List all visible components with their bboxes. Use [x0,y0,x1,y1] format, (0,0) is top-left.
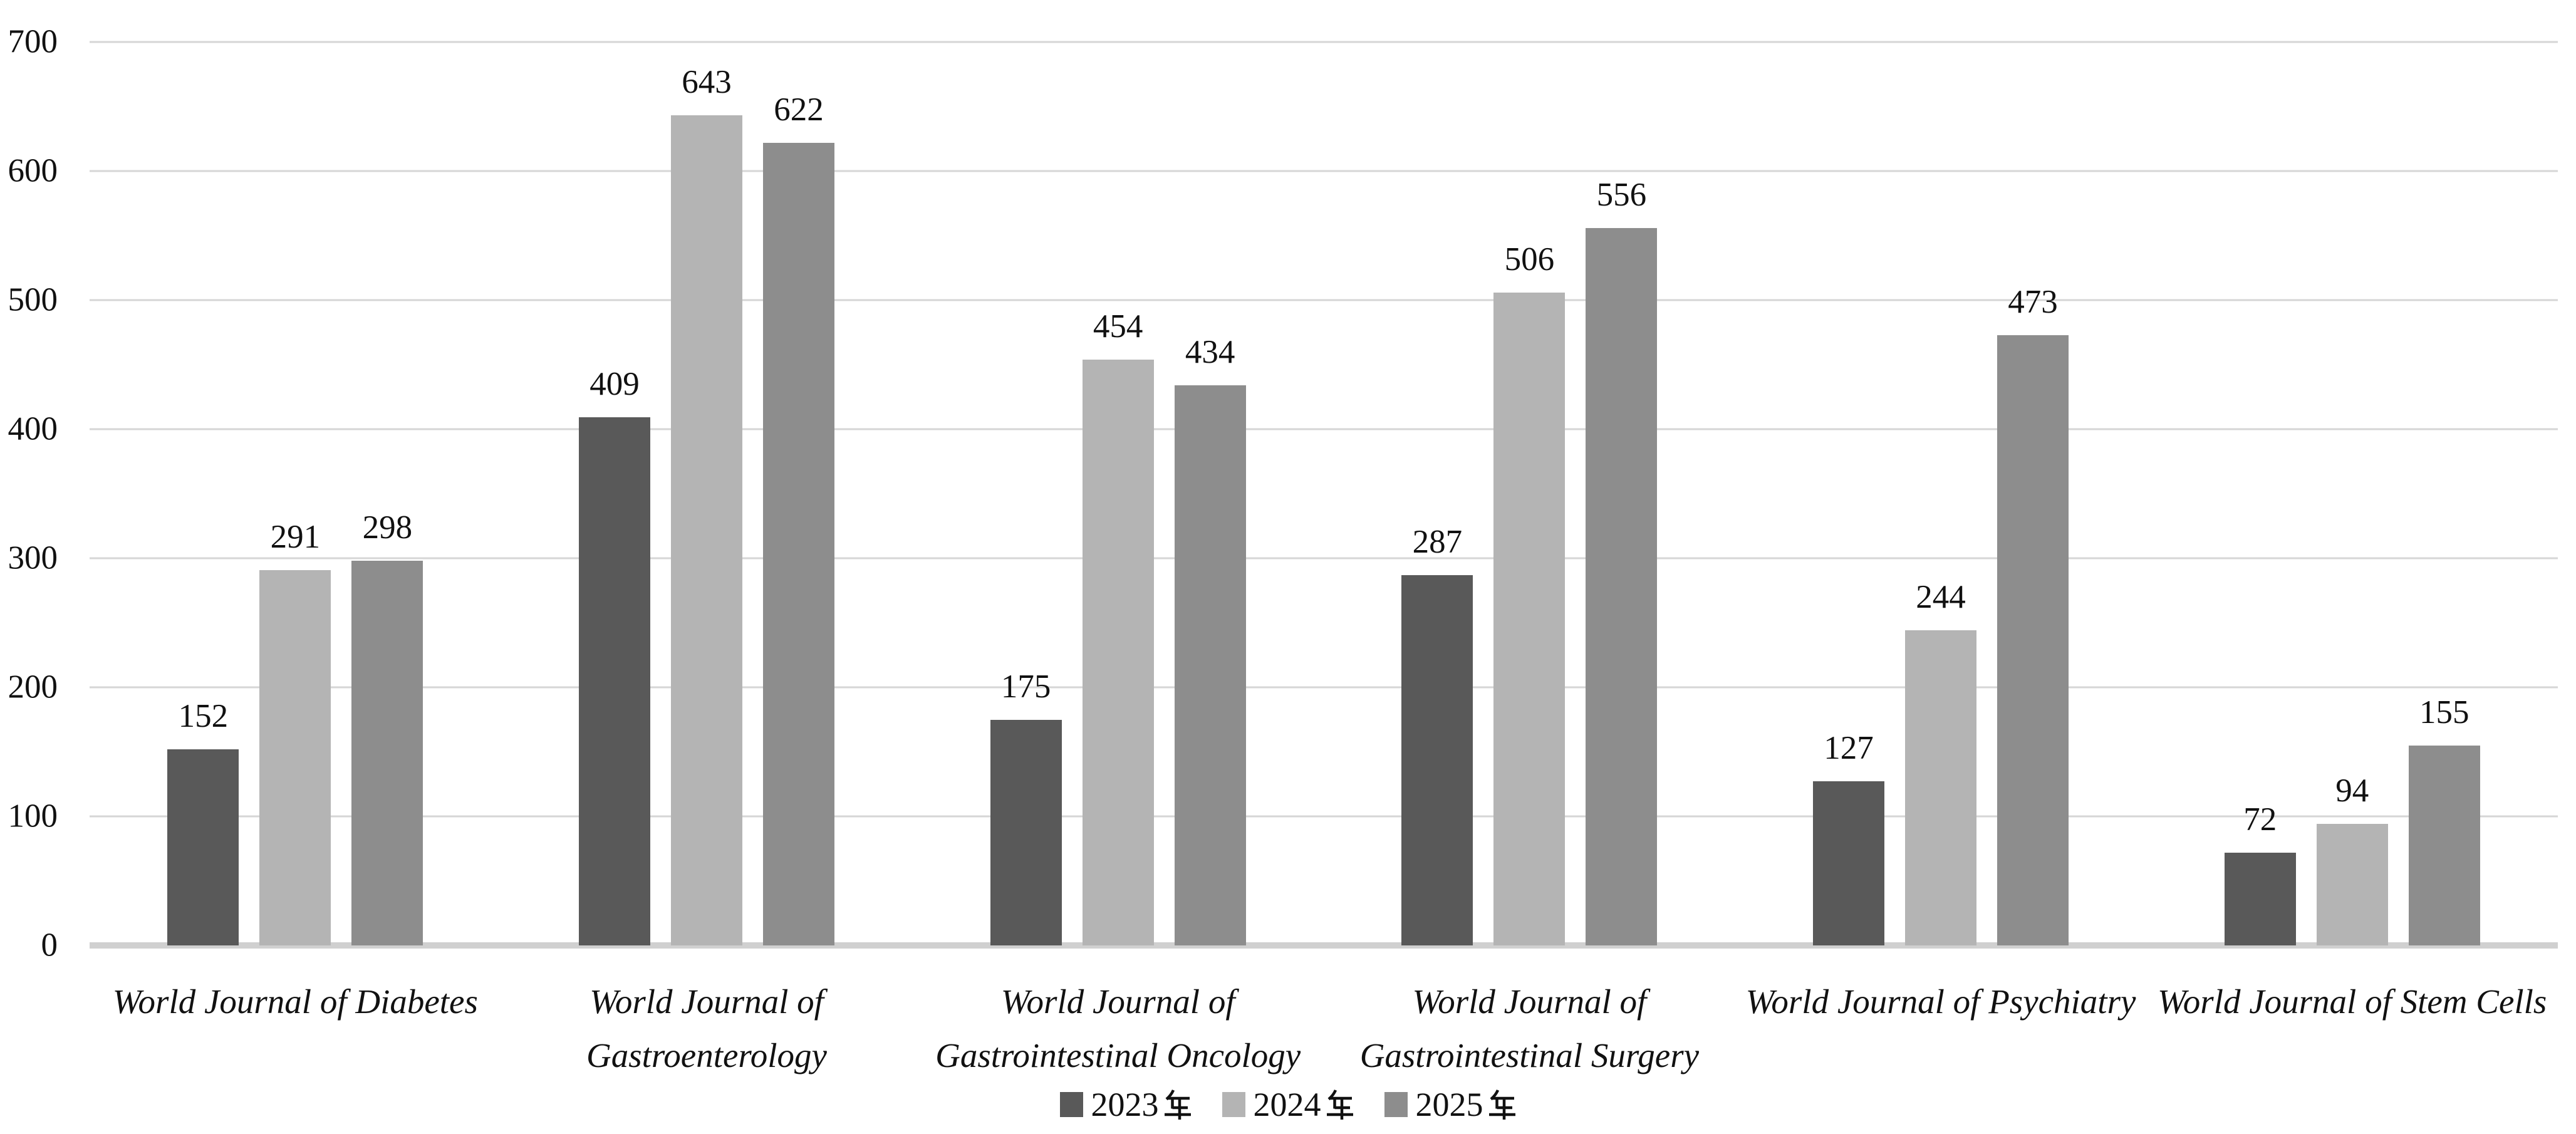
legend-label: 2023 [1091,1088,1192,1121]
x-axis-category-label-line: World Journal of Psychiatry [1745,982,2136,1021]
bar: 287 [1401,525,1473,945]
bar: 291 [259,520,331,945]
bar: 473 [1997,285,2069,945]
bar: 94 [2316,774,2388,945]
bar-value-label: 152 [178,697,229,734]
bar: 72 [2224,803,2296,945]
y-axis-tick-label: 100 [8,798,58,835]
x-axis-category-label: World Journal of Psychiatry [1735,975,2147,1083]
plot-area: 152 291 298 409 643 622 175 454 434 287 506 556 127 2… [90,41,2558,949]
bar: 155 [2408,695,2480,945]
gridline [90,170,2558,172]
x-axis-category-label: World Journal of Gastrointestinal Oncolog… [912,975,1324,1083]
y-axis-tick-label: 400 [8,410,58,447]
bar-value-label: 291 [270,518,321,555]
bar-value-label: 556 [1596,176,1647,213]
bar: 244 [1905,581,1977,945]
x-axis-line [90,942,2558,949]
year-kanji-glyph [1164,1090,1191,1120]
bar: 298 [351,511,423,945]
legend-item: 2025 [1384,1088,1517,1121]
bar-group: 287 506 556 [1324,42,1735,945]
x-axis-category-label-line: World Journal of Diabetes [112,982,478,1021]
legend-swatch [1059,1092,1083,1117]
bar: 434 [1174,335,1246,945]
legend-label: 2025 [1416,1088,1517,1121]
bar-value-label: 622 [774,91,824,128]
bar: 454 [1082,310,1154,945]
bar-value-label: 473 [2008,283,2058,320]
bar-value-label: 72 [2243,801,2277,838]
bar: 152 [167,699,239,945]
x-axis-category-label: World Journal of Gastrointestinal Surgery [1324,975,1735,1083]
bar-value-label: 454 [1093,308,1143,345]
gridline [90,557,2558,559]
bar-value-label: 127 [1824,730,1874,767]
x-axis-category-label: World Journal of Stem Cells [2146,975,2558,1083]
bar-group: 127 244 473 [1735,42,2147,945]
legend-item: 2024 [1222,1088,1354,1121]
y-axis-tick-label: 0 [41,927,58,964]
bar: 556 [1586,178,1658,945]
bar: 622 [763,93,834,945]
legend-year-number: 2023 [1091,1086,1159,1123]
bar-group: 72 94 155 [2146,42,2558,945]
gridline [90,299,2558,301]
bar-value-label: 506 [1504,241,1555,278]
x-axis-category-label-line: World Journal of Stem Cells [2158,982,2547,1021]
bar-group: 152 291 298 [90,42,501,945]
y-axis-tick-label: 600 [8,152,58,189]
plot-groups: 152 291 298 409 643 622 175 454 434 287 506 556 127 2… [90,42,2558,945]
bar: 409 [579,368,650,945]
x-axis-category-label-line: Gastroenterology [586,1036,827,1074]
y-axis-tick-label: 200 [8,668,58,705]
x-axis-category-label-line: Gastrointestinal Surgery [1359,1036,1700,1074]
bar-value-label: 298 [362,509,413,546]
year-kanji-glyph [1488,1090,1515,1120]
year-kanji-glyph [1326,1090,1353,1120]
bar-value-label: 175 [1000,668,1051,705]
legend-item: 2023 [1059,1088,1192,1121]
x-axis-category-label-line: Gastrointestinal Oncology [935,1036,1301,1074]
y-axis-tick-label: 500 [8,281,58,318]
y-axis-tick-label: 300 [8,539,58,576]
gridline [90,686,2558,689]
gridline [90,428,2558,430]
bar: 643 [671,66,742,945]
bar-value-label: 244 [1916,579,1966,616]
legend-year-number: 2025 [1415,1086,1483,1123]
legend: 2023 2024 2025 [0,1088,2576,1121]
legend-year-number: 2024 [1253,1086,1321,1123]
x-axis-category-label-line: World Journal of [1412,982,1647,1021]
x-axis-category-label: World Journal of Diabetes [90,975,501,1083]
x-axis-category-label-line: World Journal of [589,982,824,1021]
x-axis-labels: World Journal of Diabetes World Journal o… [90,975,2558,1083]
y-axis-tick-label: 700 [8,23,58,60]
bar-group: 175 454 434 [912,42,1324,945]
bar: 127 [1813,732,1885,945]
bar-value-label: 434 [1185,333,1235,370]
x-axis-category-label: World Journal of Gastroenterology [501,975,913,1083]
legend-swatch [1384,1092,1408,1117]
bar-value-label: 409 [589,366,640,403]
gridline [90,41,2558,43]
bar: 506 [1493,242,1566,945]
bar-value-label: 287 [1412,523,1463,560]
bar-value-label: 94 [2335,772,2369,809]
bar-value-label: 155 [2419,694,2470,731]
bar-value-label: 643 [682,64,732,101]
legend-swatch [1222,1092,1245,1117]
gridline [90,815,2558,818]
x-axis-category-label-line: World Journal of [1000,982,1235,1021]
bar: 175 [990,670,1062,945]
legend-label: 2024 [1254,1088,1354,1121]
bar-group: 409 643 622 [501,42,913,945]
y-axis: 0 100 200 300 400 500 600 700 [0,25,60,962]
